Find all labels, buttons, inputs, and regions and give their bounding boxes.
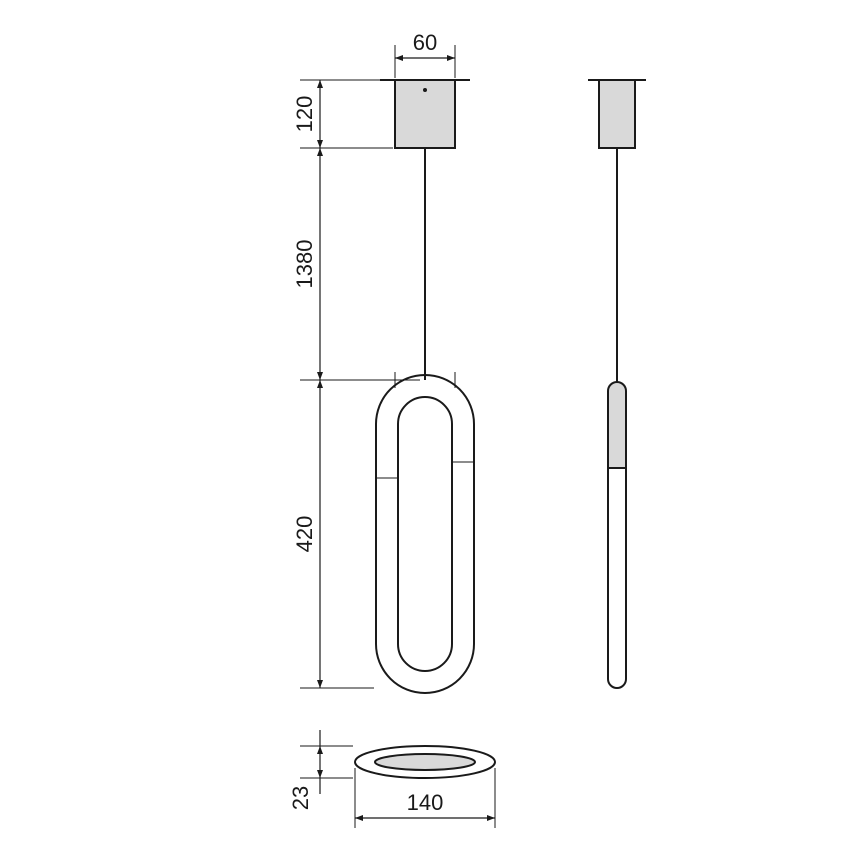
dim-23: 23 — [288, 730, 353, 810]
dim-1380: 1380 — [292, 148, 323, 380]
dim-420-label: 420 — [292, 516, 317, 553]
side-view — [588, 80, 646, 688]
top-view — [355, 746, 495, 778]
dim-120-label: 120 — [292, 96, 317, 133]
front-loop-outer — [376, 375, 474, 693]
dim-23-label: 23 — [288, 786, 313, 810]
front-loop-inner — [398, 397, 452, 671]
canopy-indicator-dot — [423, 88, 427, 92]
dim-1380-label: 1380 — [292, 240, 317, 289]
top-inner-ellipse — [375, 754, 475, 770]
dim-420: 420 — [292, 380, 323, 688]
dim-60-label: 60 — [413, 30, 437, 55]
dimension-drawing: 60 120 1380 420 23 — [0, 0, 868, 868]
side-tube-lower — [608, 468, 626, 688]
dim-60: 60 — [395, 30, 455, 78]
side-tube-upper — [608, 382, 626, 468]
dim-140-label: 140 — [407, 790, 444, 815]
dim-120: 120 — [292, 80, 323, 148]
side-canopy — [599, 80, 635, 148]
front-view — [376, 80, 474, 693]
